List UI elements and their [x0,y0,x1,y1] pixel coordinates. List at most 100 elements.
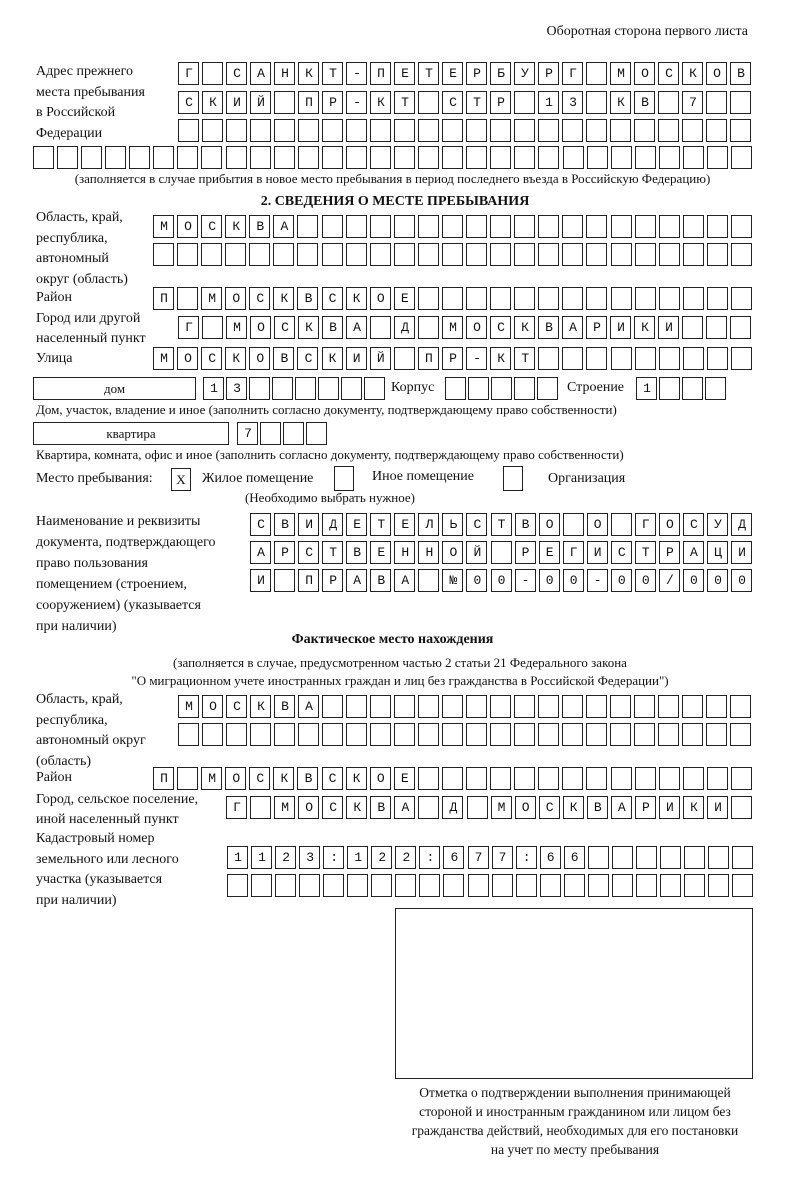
char-cell[interactable] [346,91,367,114]
char-cell[interactable] [394,62,415,85]
char-cell[interactable] [298,569,320,592]
char-cell[interactable] [514,91,535,114]
char-cell[interactable] [237,422,258,445]
char-cell[interactable] [323,874,345,897]
char-cell[interactable] [730,347,752,370]
char-cell[interactable] [298,541,320,564]
char-cell[interactable] [658,569,680,592]
char-cell[interactable] [659,874,681,897]
char-cell[interactable] [394,723,415,746]
char-cell[interactable] [442,723,463,746]
char-cell[interactable] [706,243,728,266]
char-cell[interactable] [418,695,439,718]
char-cell[interactable] [731,146,753,169]
char-cell[interactable] [369,243,391,266]
char-cell[interactable] [490,62,511,85]
char-cell[interactable] [562,796,584,819]
char-cell[interactable] [658,347,680,370]
char-cell[interactable] [201,243,223,266]
char-cell[interactable] [538,796,560,819]
char-cell[interactable] [586,695,607,718]
char-cell[interactable] [490,723,511,746]
char-cell[interactable] [658,513,680,536]
char-cell[interactable] [318,377,339,400]
char-cell[interactable] [298,513,320,536]
char-cell[interactable] [178,695,199,718]
char-cell[interactable] [586,215,608,238]
char-cell[interactable] [418,146,440,169]
char-cell[interactable] [658,62,679,85]
char-cell[interactable] [250,513,271,536]
char-cell[interactable] [514,243,536,266]
char-cell[interactable] [298,723,319,746]
char-cell[interactable] [249,377,270,400]
char-cell[interactable] [586,243,608,266]
char-cell[interactable] [346,695,367,718]
char-cell[interactable] [514,695,535,718]
char-cell[interactable] [514,377,535,400]
char-cell[interactable] [295,377,316,400]
char-cell[interactable] [418,796,440,819]
char-cell[interactable] [201,215,223,238]
char-cell[interactable] [490,91,511,114]
char-cell[interactable] [706,541,728,564]
char-cell[interactable] [563,846,585,869]
char-cell[interactable] [682,316,703,339]
char-cell[interactable] [297,215,319,238]
char-cell[interactable] [538,62,559,85]
char-cell[interactable] [306,422,327,445]
char-cell[interactable] [538,215,560,238]
char-cell[interactable] [394,541,416,564]
char-cell[interactable] [323,846,345,869]
char-cell[interactable] [562,347,584,370]
char-cell[interactable] [562,215,584,238]
char-cell[interactable] [731,796,753,819]
char-cell[interactable] [226,796,247,819]
char-cell[interactable] [466,541,488,564]
char-cell[interactable] [393,767,415,790]
char-cell[interactable] [322,695,343,718]
char-cell[interactable] [393,215,415,238]
char-cell[interactable] [226,62,247,85]
char-cell[interactable] [394,146,416,169]
char-cell[interactable] [538,723,559,746]
char-cell[interactable] [466,695,487,718]
char-cell[interactable] [610,91,631,114]
char-cell[interactable] [347,846,369,869]
char-cell[interactable] [634,119,655,142]
char-cell[interactable] [274,796,296,819]
char-cell[interactable] [514,767,536,790]
char-cell[interactable] [274,119,295,142]
char-cell[interactable] [394,796,416,819]
char-cell[interactable] [706,695,727,718]
char-cell[interactable] [707,796,728,819]
char-cell[interactable] [539,874,561,897]
char-cell[interactable] [370,569,392,592]
char-cell[interactable] [731,569,752,592]
char-cell[interactable] [586,541,608,564]
char-cell[interactable] [441,767,463,790]
char-cell[interactable] [491,846,513,869]
char-cell[interactable] [250,91,271,114]
char-cell[interactable] [562,243,584,266]
char-cell[interactable] [490,215,512,238]
char-cell[interactable] [225,215,247,238]
char-cell[interactable] [177,146,199,169]
char-cell[interactable] [538,541,560,564]
char-cell[interactable] [466,91,487,114]
char-cell[interactable] [249,243,271,266]
char-cell[interactable] [682,146,704,169]
char-cell[interactable] [490,119,511,142]
char-cell[interactable] [419,846,441,869]
char-cell[interactable] [539,846,561,869]
char-cell[interactable] [201,287,223,310]
char-cell[interactable] [490,513,512,536]
char-cell[interactable] [346,723,367,746]
char-cell[interactable] [658,695,679,718]
char-cell[interactable] [321,243,343,266]
char-cell[interactable] [682,541,704,564]
char-cell[interactable] [514,513,536,536]
char-cell[interactable] [658,796,680,819]
char-cell[interactable] [706,723,727,746]
char-cell[interactable] [419,874,441,897]
